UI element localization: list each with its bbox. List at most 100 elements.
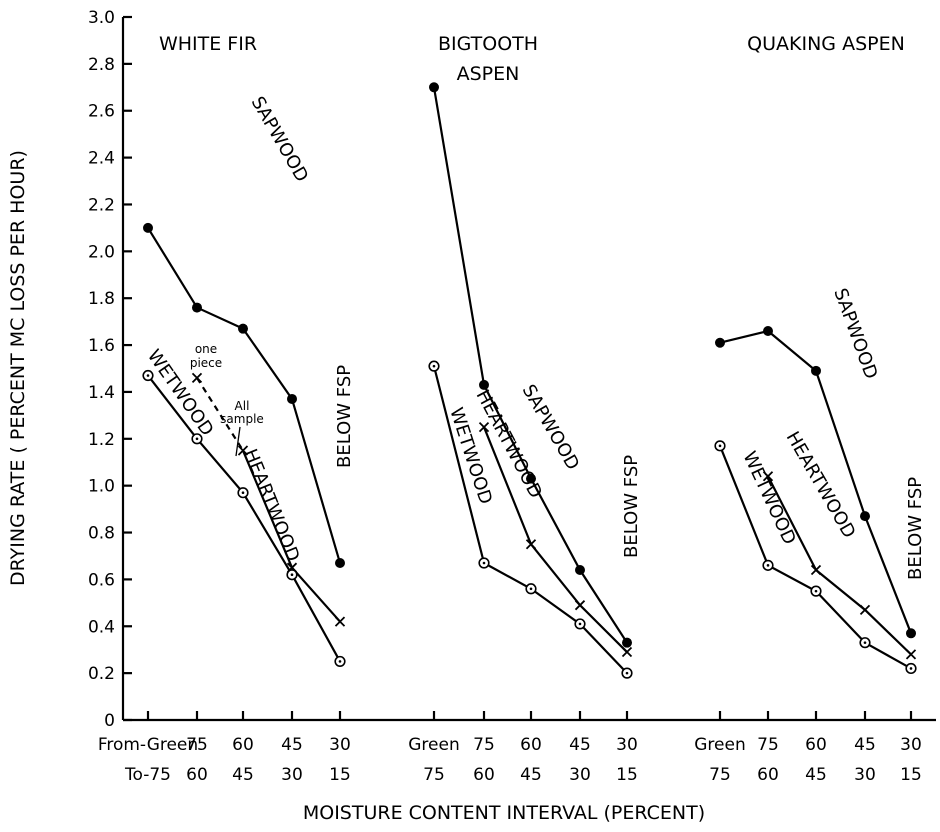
y-tick-label: 0.8 <box>88 524 115 544</box>
sapwood-point <box>715 337 725 348</box>
wetwood-point-center <box>766 564 770 567</box>
x-tick-from-label: 75 <box>473 735 495 755</box>
x-tick-to-label: 75 <box>423 765 445 785</box>
heartwood-point <box>478 421 490 433</box>
y-tick-label: 0.2 <box>88 664 115 684</box>
x-tick-from-label: Green <box>408 735 459 755</box>
x-axis-label: MOISTURE CONTENT INTERVAL (PERCENT) <box>303 802 705 824</box>
x-tick-to-label: 15 <box>616 765 638 785</box>
all-sample-pointer <box>235 426 241 457</box>
one-piece-note: piece <box>190 356 222 370</box>
below-fsp-label: BELOW FSP <box>621 455 642 558</box>
y-axis-label: DRYING RATE ( PERCENT MC LOSS PER HOUR) <box>7 150 29 586</box>
panel-1: WHITE FIR From-Green To-75 75 60 60 45 45 30 30 15… <box>98 33 355 785</box>
heartwood-point <box>237 445 249 456</box>
panel-title: QUAKING ASPEN <box>747 33 905 55</box>
wetwood-label: WETWOOD <box>738 448 799 548</box>
x-tick-to-label: 75 <box>709 765 731 785</box>
heartwood-point <box>621 646 633 658</box>
heartwood-line-one-piece <box>196 377 244 452</box>
y-tick-label: 2.6 <box>88 102 115 122</box>
y-tick-label: 1.6 <box>88 336 115 356</box>
x-tick-to-label: 15 <box>329 765 351 785</box>
wetwood-point-center <box>146 374 150 377</box>
y-tick-label: 2.4 <box>88 149 115 169</box>
wetwood-point-center <box>290 573 294 577</box>
sapwood-point <box>811 365 821 376</box>
heartwood-point <box>525 539 537 550</box>
sapwood-point <box>763 326 773 337</box>
wetwood-series: WETWOOD <box>142 346 346 668</box>
wetwood-point-center <box>241 491 245 494</box>
sapwood-point <box>429 82 439 93</box>
one-piece-note: one <box>195 342 217 356</box>
sapwood-point <box>575 565 585 576</box>
wetwood-point-center <box>814 589 818 593</box>
axes: 0 0.2 0.4 0.6 0.8 1.0 1.2 1.4 1.6 1.8 2.0 2.2 2.4 2.6… <box>88 8 936 731</box>
wetwood-point-center <box>432 364 436 368</box>
y-tick-label: 1.4 <box>88 383 115 403</box>
heartwood-point <box>574 600 586 611</box>
sapwood-point <box>526 473 536 484</box>
sapwood-point <box>906 628 916 639</box>
wetwood-point-center <box>482 561 486 565</box>
wetwood-point-center <box>338 660 342 663</box>
x-tick-to-label: 60 <box>757 765 779 785</box>
heartwood-point <box>762 471 774 482</box>
y-tick-label: 1.2 <box>88 430 115 450</box>
wetwood-point-center <box>863 641 867 644</box>
x-tick-from-label: From-Green <box>98 735 198 755</box>
x-tick-from-label: 30 <box>900 735 922 755</box>
wetwood-point-center <box>718 444 722 448</box>
x-tick-from-label: 45 <box>569 735 591 755</box>
below-fsp-label: BELOW FSP <box>905 477 926 580</box>
sapwood-point <box>479 379 489 390</box>
sapwood-series: SAPWOOD <box>429 82 632 648</box>
x-tick-from-label: 75 <box>757 735 779 755</box>
panel-3: QUAKING ASPEN Green 75 75 60 60 45 45 30 30 15 SAPW… <box>694 33 926 785</box>
x-tick-from-label: Green <box>694 735 745 755</box>
sapwood-point <box>335 557 345 568</box>
panel-title: BIGTOOTH <box>438 33 538 55</box>
x-tick-from-label: 45 <box>854 735 876 755</box>
heartwood-line <box>482 426 628 653</box>
x-tick-from-label: 30 <box>329 735 351 755</box>
wetwood-point-center <box>578 622 582 626</box>
heartwood-point <box>191 372 203 384</box>
sapwood-point <box>287 393 297 404</box>
wetwood-point-center <box>909 667 913 670</box>
heartwood-label: HEARTWOOD <box>239 446 303 565</box>
sapwood-label: SAPWOOD <box>829 286 881 382</box>
x-tick-to-label: 60 <box>473 765 495 785</box>
heartwood-point <box>810 564 822 576</box>
below-fsp-label: BELOW FSP <box>334 365 355 468</box>
sapwood-point <box>192 302 202 313</box>
y-tick-label: 1.0 <box>88 477 115 497</box>
panel-2: BIGTOOTH ASPEN Green 75 75 60 60 45 45 30 30 15 SAPW… <box>408 33 642 785</box>
x-tick-to-label: 15 <box>900 765 922 785</box>
y-tick-label: 1.8 <box>88 289 115 309</box>
x-tick-to-label: 60 <box>186 765 208 785</box>
x-tick-to-label: 45 <box>805 765 827 785</box>
sapwood-line <box>432 87 628 644</box>
x-tick-to-label: 30 <box>281 765 303 785</box>
x-tick-to-label: 30 <box>854 765 876 785</box>
heartwood-point <box>859 604 871 615</box>
sapwood-point <box>143 222 153 233</box>
panels: WHITE FIR From-Green To-75 75 60 60 45 45 30 30 15… <box>98 33 926 785</box>
y-tick-label: 3.0 <box>88 8 115 28</box>
sapwood-point <box>238 323 248 334</box>
y-tick-label: 0.6 <box>88 570 115 590</box>
sapwood-point <box>860 511 870 522</box>
x-tick-from-label: 75 <box>186 735 208 755</box>
x-tick-from-label: 30 <box>616 735 638 755</box>
x-tick-from-label: 45 <box>281 735 303 755</box>
wetwood-point-center <box>195 437 199 441</box>
sapwood-label: SAPWOOD <box>247 93 313 186</box>
y-tick-label: 0 <box>104 711 115 731</box>
x-tick-from-label: 60 <box>520 735 542 755</box>
all-sample-note: sample <box>220 412 264 426</box>
x-tick-from-label: 60 <box>805 735 827 755</box>
heartwood-line <box>767 475 912 656</box>
x-tick-to-label: To-75 <box>124 765 171 785</box>
